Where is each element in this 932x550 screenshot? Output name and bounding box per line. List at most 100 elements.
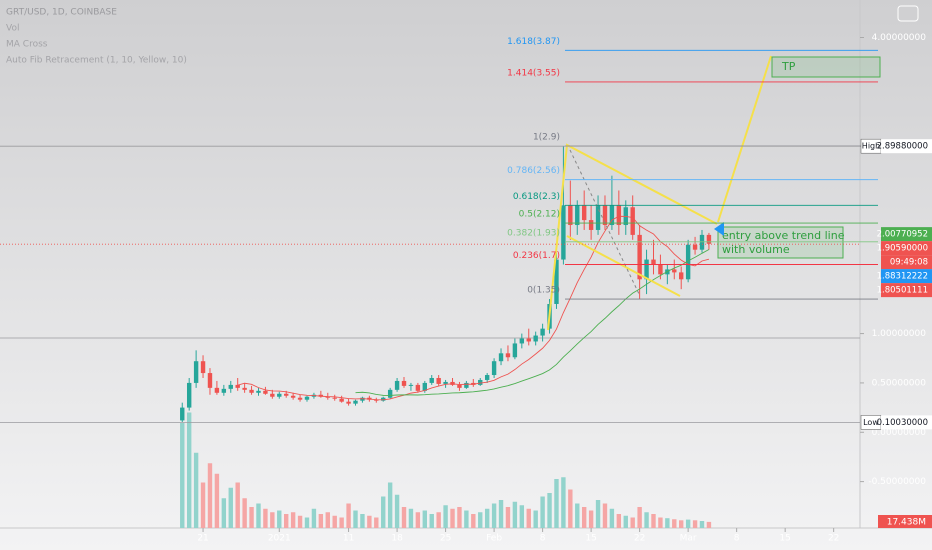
volume-bar <box>672 519 677 528</box>
price-badge-label: 09:49:08 <box>890 258 928 268</box>
candle-body <box>491 361 497 376</box>
volume-bar <box>304 517 310 528</box>
price-badge-label: 2.89880000 <box>877 142 928 152</box>
candle-body <box>325 396 330 398</box>
candle-body <box>505 353 511 358</box>
candle-body <box>464 382 469 388</box>
volume-bar <box>484 508 490 528</box>
volume-bar <box>228 487 233 528</box>
ma-line <box>355 249 710 396</box>
candle-body <box>498 353 504 362</box>
volume-bar <box>623 515 628 528</box>
volume-bar <box>471 514 476 528</box>
candle-body <box>540 328 545 336</box>
price-badge <box>881 139 932 154</box>
arrow-icon <box>714 222 724 236</box>
y-tick-label: 0.50000000 <box>872 378 927 388</box>
candle-body <box>554 259 559 304</box>
candle-body <box>200 361 206 374</box>
volume-bar <box>284 514 289 528</box>
fullscreen-button[interactable] <box>897 5 919 22</box>
candle-body <box>484 375 490 380</box>
price-badge-label: 1.90590000 <box>877 244 928 254</box>
volume-bar <box>602 503 608 528</box>
candle-body <box>401 380 407 386</box>
volume-bar <box>346 503 351 528</box>
candle-body <box>616 205 622 226</box>
x-tick-label: 11 <box>343 534 354 544</box>
volume-bar <box>679 520 684 528</box>
legend: GRT/USD, 1D, COINBASE Vol MA Cross Auto … <box>6 8 187 66</box>
candle-body <box>214 387 220 393</box>
candle-body <box>374 399 379 401</box>
volume-bar <box>332 515 337 528</box>
price-badge <box>881 283 932 298</box>
entry-label: entry above trend line <box>722 229 845 242</box>
volume-bar <box>367 515 372 528</box>
volume-bar <box>644 512 649 528</box>
x-tick-label: 21 <box>197 534 208 544</box>
candle-body <box>519 338 525 344</box>
tp-label: TP <box>781 60 796 73</box>
volume-bar <box>394 494 400 528</box>
x-tick-label: Mar <box>680 534 697 544</box>
candle-body <box>408 384 414 386</box>
volume-bar <box>588 510 594 528</box>
price-badge <box>881 269 932 284</box>
fib-label: 0.618(2.3) <box>513 192 560 202</box>
volume-bar <box>193 452 199 528</box>
candle-body <box>609 205 615 226</box>
price-badge <box>881 255 932 270</box>
volume-badge-bg <box>878 515 932 528</box>
volume-bar <box>478 512 483 528</box>
candle-body <box>256 390 261 393</box>
volume-bar <box>290 512 296 528</box>
candle-body <box>422 382 428 391</box>
candle-body <box>270 393 275 397</box>
candle-body <box>381 397 386 401</box>
candle-body <box>561 205 566 260</box>
volume-bar <box>436 512 441 528</box>
x-tick-label: 15 <box>585 534 596 544</box>
candle-body <box>221 388 227 393</box>
legend-item: MA Cross <box>6 40 48 50</box>
candle-body <box>575 205 580 226</box>
legend-symbol: GRT/USD, 1D, COINBASE <box>6 8 117 18</box>
volume-bar <box>443 505 448 528</box>
candle-body <box>207 373 213 388</box>
volume-bar <box>270 512 275 528</box>
volume-bar <box>651 514 656 528</box>
marks <box>180 146 712 528</box>
candle-body <box>304 396 310 400</box>
price-badge <box>881 227 932 242</box>
fib-label: 0(1.35) <box>527 286 560 296</box>
candle-body <box>568 205 573 226</box>
x-tick-label: 2021 <box>268 534 291 544</box>
candle-body <box>193 361 199 383</box>
candle-body <box>249 389 254 393</box>
candle-body <box>436 377 441 384</box>
tp-box <box>771 56 881 78</box>
price-badge-label: 0.10030000 <box>877 418 928 428</box>
volume-bar <box>256 503 261 528</box>
volume-bar <box>415 512 421 528</box>
candle-body <box>186 382 192 408</box>
volume-bar <box>339 517 344 528</box>
volume-bar <box>360 514 365 528</box>
x-tick-label: 8 <box>540 534 546 544</box>
candle-body <box>478 379 483 385</box>
x-tick-label: 15 <box>779 534 790 544</box>
volume-bar <box>533 510 538 528</box>
volume-bar <box>706 521 712 528</box>
volume-bar <box>665 518 670 528</box>
price-badge-label: 1.80501111 <box>877 286 928 296</box>
candle-body <box>630 207 635 235</box>
candle-body <box>581 205 587 221</box>
candle-body <box>443 381 448 384</box>
volume-bar <box>401 507 407 528</box>
volume-bar <box>540 496 545 528</box>
x-tick-label: 22 <box>634 534 645 544</box>
volume-bar <box>685 519 691 528</box>
candle-body <box>685 244 691 280</box>
volume-bar <box>207 463 213 528</box>
